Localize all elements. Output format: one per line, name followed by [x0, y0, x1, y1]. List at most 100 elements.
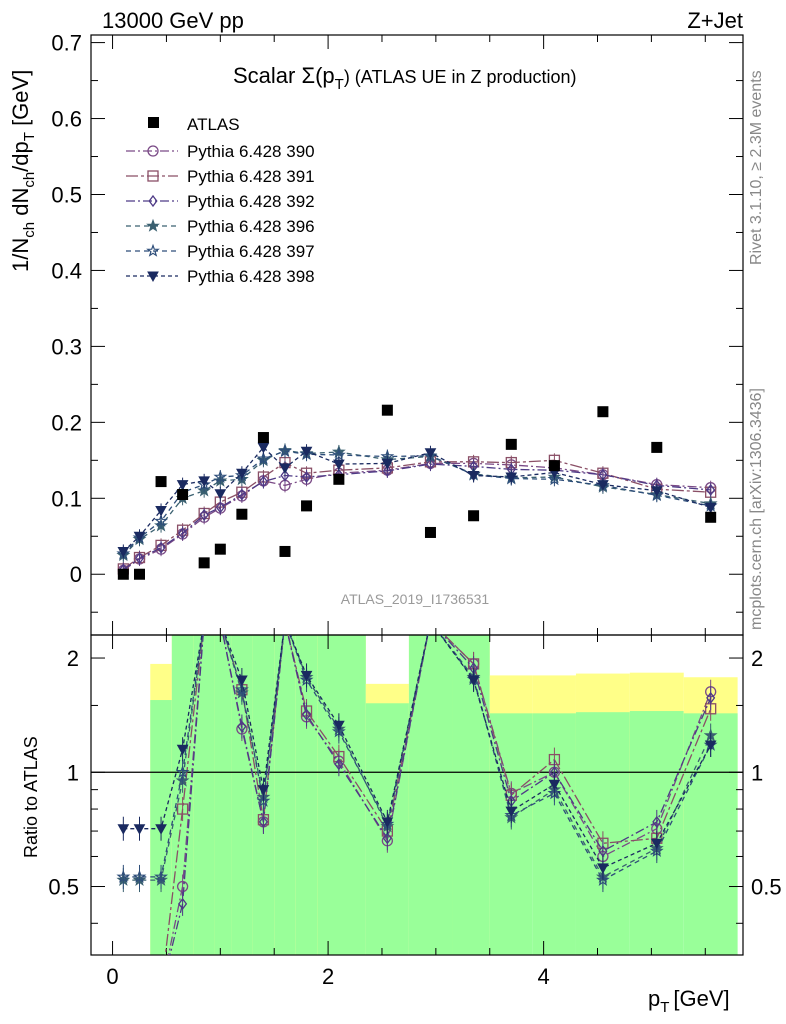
- legend-marker: [147, 170, 159, 182]
- series-point: [278, 443, 292, 458]
- ratio-green-band: [408, 635, 453, 955]
- series-point: [133, 531, 146, 543]
- mcplots-label: mcplots.cern.ch [arXiv:1306.3436]: [748, 388, 765, 630]
- ratio-series-point: [652, 815, 662, 828]
- series-point: [215, 501, 225, 514]
- ratio-series-point: [237, 720, 247, 733]
- series-point: [155, 505, 167, 517]
- ratio-series-point: [280, 616, 290, 626]
- ratio-series-point: [280, 616, 290, 626]
- ratio-series-point: [134, 987, 144, 997]
- series-point: [704, 502, 717, 514]
- legend: ATLAS Pythia 6.428 390 Pythia 6.428 391 Pyt…: [126, 115, 315, 286]
- legend-label: Pythia 6.428 390: [187, 142, 315, 161]
- legend-marker: [147, 145, 159, 157]
- atlas-data-points: [117, 404, 717, 580]
- ratio-series-point: [650, 838, 663, 850]
- y-tick-label: 0: [70, 562, 82, 587]
- atlas-point: [279, 545, 291, 557]
- ratio-series-point: [199, 616, 209, 626]
- series-point: [154, 513, 168, 527]
- series-point: [214, 489, 227, 500]
- series-point: [236, 468, 248, 480]
- ratio-series-point: [280, 617, 290, 626]
- ratio-series-layer: [116, 616, 718, 997]
- series-point: [176, 480, 189, 491]
- ratio-series-point: [596, 872, 610, 886]
- legend-label: Pythia 6.428 391: [187, 167, 315, 186]
- atlas-point: [133, 568, 145, 580]
- ratio-series-point: [199, 616, 210, 626]
- ratio-tick-label: 1: [67, 760, 79, 785]
- series-point: [597, 480, 609, 491]
- ratio-series-point: [704, 740, 717, 752]
- ratio-series-point: [134, 987, 144, 997]
- ratio-panel-frame: [90, 634, 744, 956]
- ratio-series-point: [236, 675, 248, 687]
- series-point: [301, 470, 312, 484]
- atlas-point: [155, 476, 167, 488]
- ratio-series-point: [215, 616, 225, 626]
- series-point: [117, 546, 130, 558]
- ratio-series-point: [118, 987, 128, 997]
- ratio-series-point: [176, 880, 189, 893]
- ratio-series-point: [425, 616, 436, 626]
- atlas-point: [505, 438, 517, 450]
- y-tick-label: 0.1: [51, 486, 82, 511]
- atlas-point: [424, 526, 436, 538]
- series-point: [424, 448, 437, 459]
- ratio-series-point: [597, 863, 609, 874]
- ratio-series-point: [425, 617, 435, 626]
- series-point: [256, 451, 271, 465]
- ratio-series-point: [178, 897, 188, 910]
- series-point: [178, 527, 188, 540]
- series-point: [237, 488, 247, 501]
- legend-marker: [146, 218, 160, 232]
- atlas-point: [548, 460, 560, 472]
- ratio-series-point: [381, 817, 394, 828]
- ratio-y-axis-label: Ratio to ATLAS: [21, 736, 41, 858]
- atlas-point: [597, 406, 609, 418]
- ratio-green-band: [274, 635, 296, 955]
- ratio-series-point: [157, 987, 165, 997]
- ratio-series-point: [132, 869, 147, 883]
- legend-label: Pythia 6.428 392: [187, 192, 315, 211]
- series-point: [257, 442, 270, 454]
- legend-marker: [148, 194, 158, 208]
- series-point: [381, 458, 394, 470]
- series-line: [122, 462, 711, 571]
- ratio-tick-label: 0.5: [48, 875, 79, 900]
- ratio-green-band: [231, 635, 253, 955]
- axis-ticks: 0 0.1 0.2 0.3 0.4 0.5 0.6 0.7 0 2 4 0.5 0.5 1 1 2 2: [48, 31, 781, 989]
- series-point: [706, 483, 716, 497]
- ratio-series-point: [215, 616, 226, 626]
- series-line: [122, 449, 711, 556]
- series-point: [505, 472, 518, 484]
- header-left: 13000 GeV pp: [102, 8, 244, 33]
- ratio-series-point: [176, 744, 189, 756]
- series-point: [280, 469, 290, 482]
- rivet-label: Rivet 3.1.10, ≥ 2.3M events: [748, 70, 765, 265]
- ratio-series-point: [120, 987, 128, 997]
- series-point: [300, 446, 313, 458]
- atlas-point: [651, 441, 663, 453]
- series-line: [122, 463, 711, 571]
- ratio-series-point: [200, 616, 208, 626]
- atlas-point: [214, 543, 226, 555]
- atlas-point: [198, 557, 210, 569]
- ratio-series-point: [548, 779, 561, 791]
- series-point: [333, 459, 345, 471]
- ratio-series-point: [199, 616, 210, 626]
- ratio-series-point: [382, 832, 392, 845]
- ratio-tick-label-right: 0.5: [751, 875, 782, 900]
- ratio-series-point: [117, 824, 130, 835]
- ratio-series-point: [505, 806, 518, 818]
- legend-marker: [146, 243, 160, 257]
- main-series-layer: [116, 440, 718, 578]
- ratio-series-point: [155, 824, 167, 835]
- x-tick-label: 4: [538, 964, 550, 989]
- legend-label: Pythia 6.428 396: [187, 217, 315, 236]
- ratio-series-point: [215, 616, 225, 626]
- ratio-tick-label-right: 2: [751, 646, 763, 671]
